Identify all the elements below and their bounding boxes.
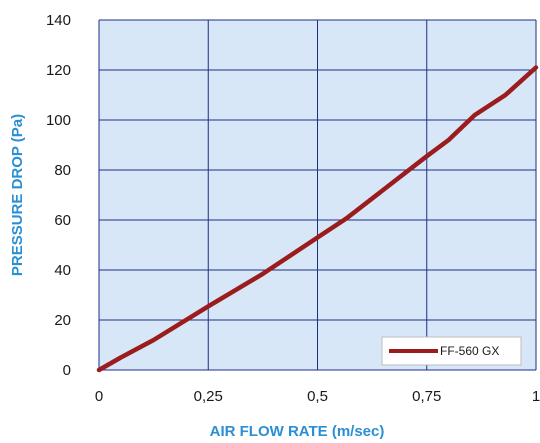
series-line [96,65,539,373]
y-tick-label: 80 [54,162,71,179]
x-tick-label: 0 [95,388,103,405]
x-tick-label: 0,5 [307,388,328,405]
y-tick-label: 0 [63,362,71,379]
y-axis-title: PRESSURE DROP (Pa) [9,114,26,276]
legend-label: FF-560 GX [440,344,499,358]
y-tick-label: 100 [46,112,71,129]
legend-box [381,336,522,366]
legend: FF-560 GX [381,336,522,366]
x-axis-title: AIR FLOW RATE (m/sec) [210,423,385,440]
x-tick-label: 0,75 [412,388,441,405]
tick-labels: 0 20 40 60 80 100 120 140 0 0,25 0,5 0,75 1 [46,12,540,405]
y-tick-label: 140 [46,12,71,29]
grid-lines [98,19,537,371]
y-tick-label: 120 [46,62,71,79]
series-lines [96,65,539,373]
y-tick-label: 60 [54,212,71,229]
y-tick-label: 40 [54,262,71,279]
x-tick-label: 0,25 [194,388,223,405]
x-tick-label: 1 [532,388,540,405]
y-tick-label: 20 [54,312,71,329]
